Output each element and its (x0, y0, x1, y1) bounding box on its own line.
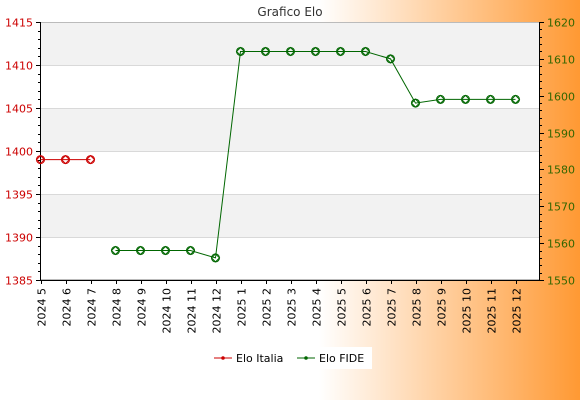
right-tick-label: 1550 (547, 275, 575, 288)
x-tick-label: 2024 11 (186, 288, 199, 334)
plot-band (40, 194, 540, 237)
data-point (411, 98, 420, 108)
x-tick-label: 2025 5 (336, 288, 349, 327)
left-tick-label: 1400 (5, 146, 33, 159)
series-elo-fide (110, 46, 521, 263)
right-tick-label: 1600 (547, 91, 575, 104)
data-point (386, 54, 395, 64)
series-elo-italia (35, 154, 96, 165)
data-point (286, 46, 295, 56)
legend-marker-elo-italia (221, 356, 225, 360)
right-tick-label: 1570 (547, 201, 575, 214)
x-tick-label: 2025 11 (486, 288, 499, 334)
x-tick-label: 2024 5 (36, 288, 49, 327)
x-tick-label: 2025 8 (411, 288, 424, 327)
plot-bands (40, 22, 540, 280)
data-point (186, 246, 195, 256)
x-tick-label: 2025 10 (461, 288, 474, 334)
chart-title: Grafico Elo (257, 5, 322, 19)
data-point (261, 46, 270, 56)
data-point (61, 155, 70, 165)
plot-band (40, 108, 540, 151)
x-tick-label: 2025 12 (511, 288, 524, 334)
data-point (486, 94, 495, 104)
data-point (111, 246, 120, 256)
data-point (361, 46, 370, 56)
plot-band (40, 65, 540, 108)
x-axis-ticks: 2024 5 2024 6 2024 7 2024 8 2024 9 2024 10 202… (36, 280, 524, 334)
data-point (511, 94, 520, 104)
right-axis-ticks: 1550 1560 1570 1580 1590 1600 1610 1620 (540, 17, 575, 288)
series-layer (35, 46, 521, 263)
left-tick-label: 1410 (5, 60, 33, 73)
data-point (461, 94, 470, 104)
right-tick-label: 1610 (547, 54, 575, 67)
plot-band (40, 237, 540, 280)
legend: Elo Italia Elo FIDE (210, 347, 372, 369)
x-tick-label: 2024 6 (61, 288, 74, 327)
axes (40, 22, 540, 281)
x-tick-label: 2025 4 (311, 288, 324, 327)
legend-marker-elo-fide (304, 356, 308, 360)
legend-box (210, 347, 372, 369)
x-tick-label: 2024 9 (136, 288, 149, 327)
right-tick-label: 1590 (547, 128, 575, 141)
legend-label-elo-fide: Elo FIDE (319, 352, 364, 365)
left-axis-ticks: 1385 1390 1395 1400 1405 1410 1415 (5, 17, 40, 288)
data-point (136, 246, 145, 256)
data-point (161, 246, 170, 256)
data-point (236, 46, 245, 56)
right-tick-label: 1580 (547, 164, 575, 177)
x-tick-label: 2025 6 (361, 288, 374, 327)
x-tick-label: 2025 3 (286, 288, 299, 327)
data-point (36, 155, 45, 165)
data-point (436, 94, 445, 104)
left-tick-label: 1405 (5, 103, 33, 116)
data-point (211, 253, 220, 263)
x-tick-label: 2024 10 (161, 288, 174, 334)
data-point (311, 46, 320, 56)
data-point (336, 46, 345, 56)
series-line (115, 50, 516, 259)
right-tick-label: 1560 (547, 238, 575, 251)
left-tick-label: 1390 (5, 232, 33, 245)
x-tick-label: 2025 9 (436, 288, 449, 327)
right-tick-label: 1620 (547, 17, 575, 30)
plot-band (40, 22, 540, 65)
left-tick-label: 1395 (5, 189, 33, 202)
data-point (86, 155, 95, 165)
x-tick-label: 2025 7 (386, 288, 399, 327)
legend-label-elo-italia: Elo Italia (236, 352, 283, 365)
x-tick-label: 2024 8 (111, 288, 124, 327)
left-tick-label: 1415 (5, 17, 33, 30)
x-tick-label: 2025 2 (261, 288, 274, 327)
x-tick-label: 2025 1 (236, 288, 249, 327)
plot-band (40, 151, 540, 194)
x-tick-label: 2024 12 (211, 288, 224, 334)
left-tick-label: 1385 (5, 275, 33, 288)
x-tick-label: 2024 7 (86, 288, 99, 327)
